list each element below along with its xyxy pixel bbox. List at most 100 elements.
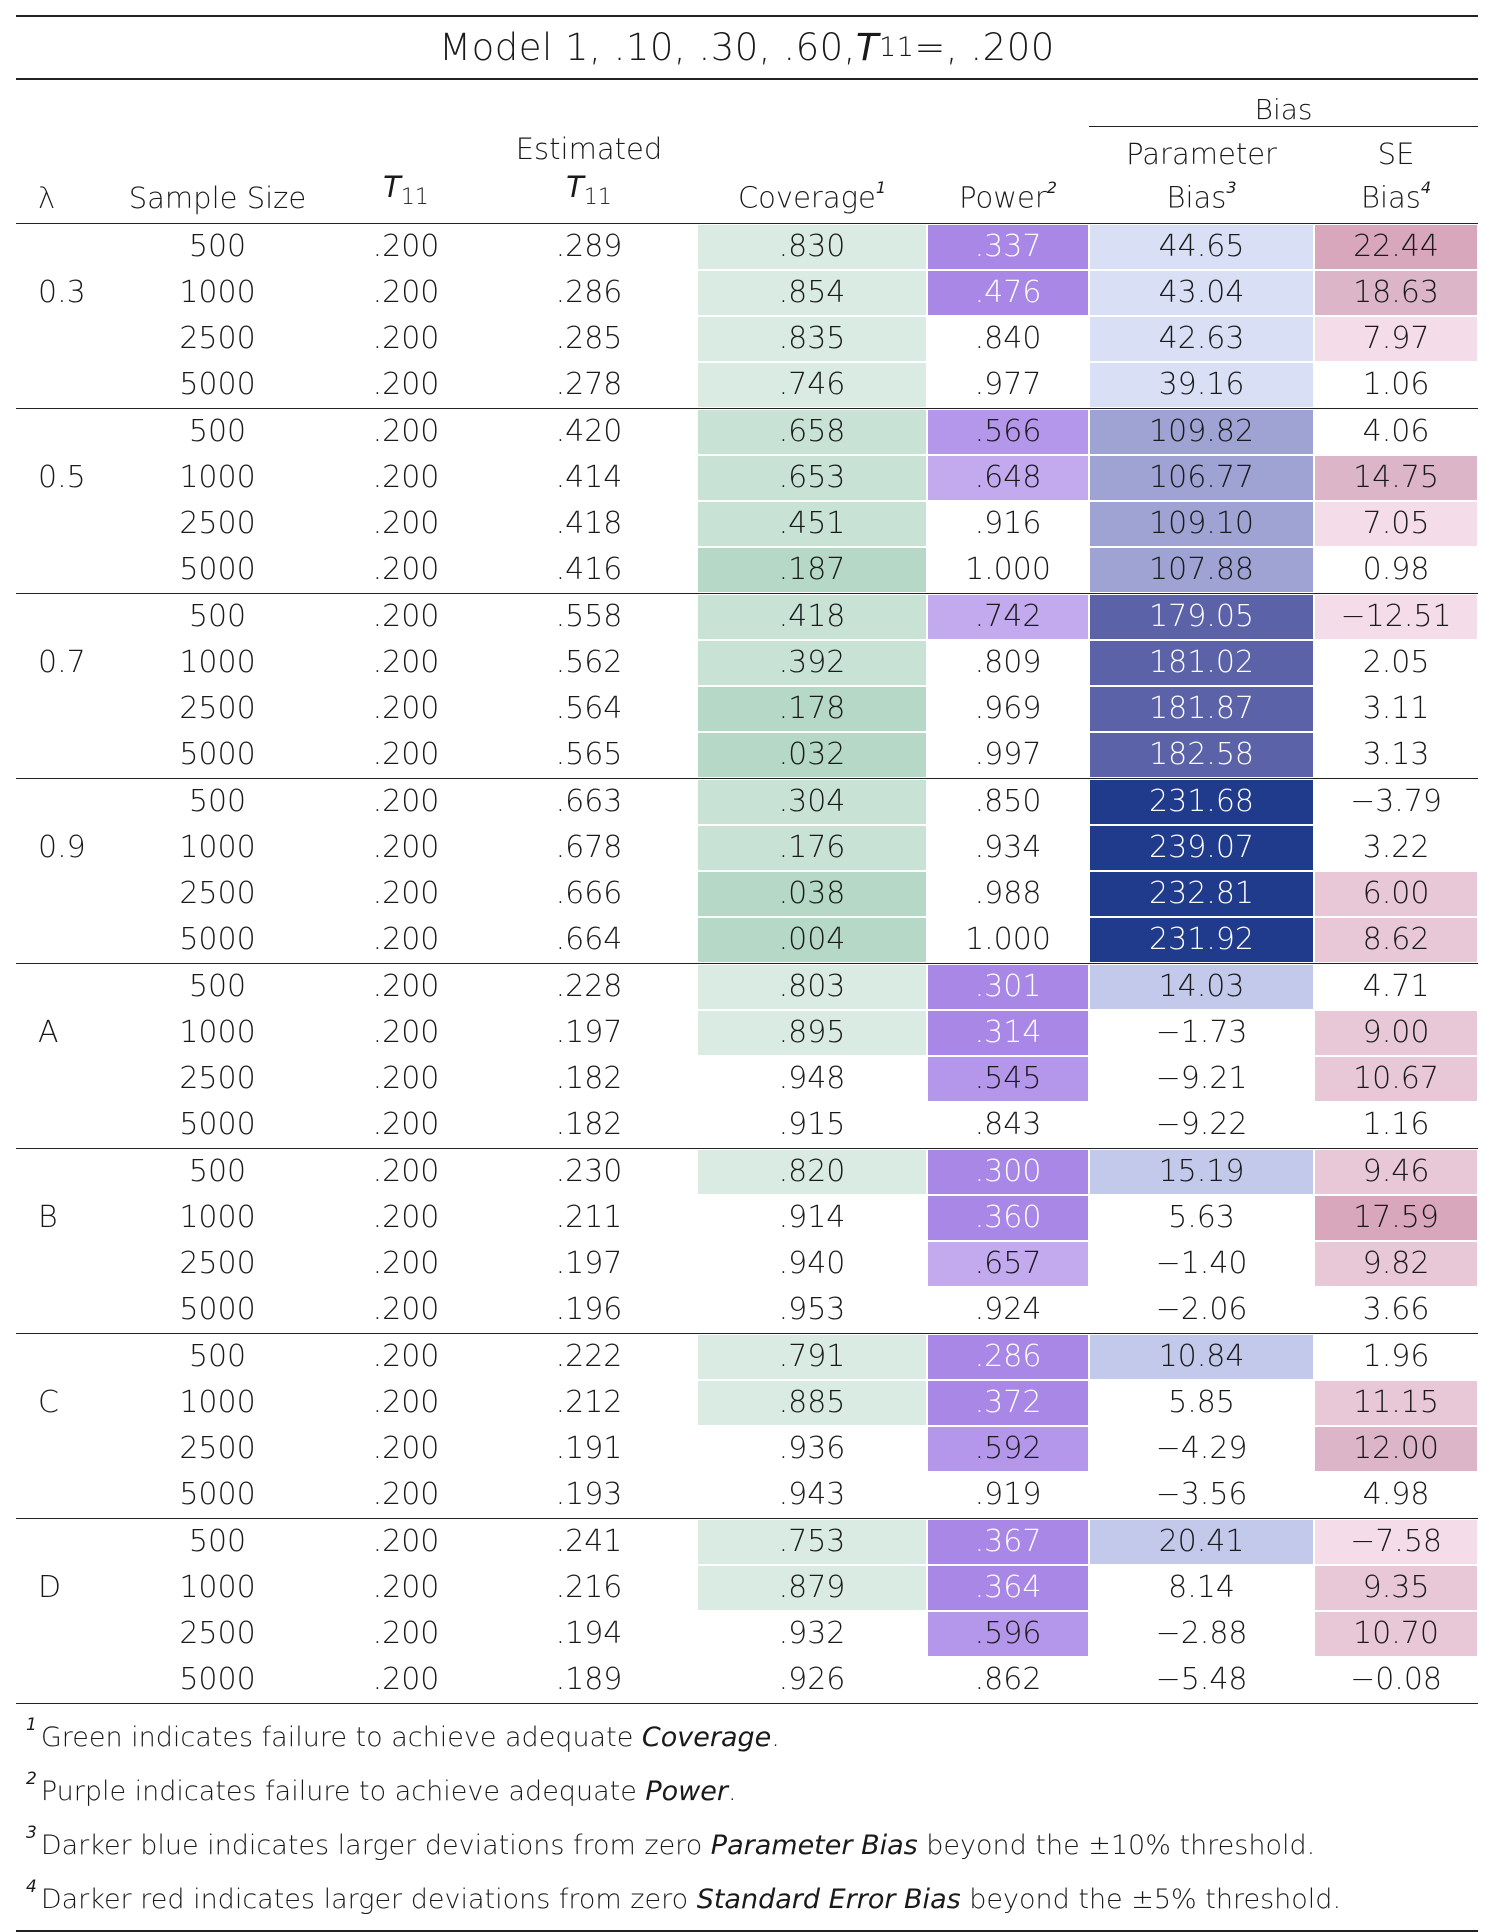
- estimated-t11-cell-value: .416: [555, 551, 623, 587]
- estimated-t11-cell-value: .678: [555, 829, 623, 865]
- se-bias-cell: 9.00: [1314, 1010, 1478, 1056]
- power-cell: .360: [927, 1195, 1089, 1241]
- parameter-bias-cell: 182.58: [1089, 732, 1314, 779]
- se-bias-cell-value: 9.35: [1315, 1565, 1478, 1610]
- se-bias-cell: 7.97: [1314, 316, 1478, 362]
- parameter-bias-header-line1: Parameter: [1126, 136, 1277, 171]
- parameter-bias-cell-value: 14.03: [1090, 964, 1314, 1009]
- footnotes: 1 Green indicates failure to achieve adeq…: [16, 1712, 1478, 1932]
- se-bias-cell-value: 9.46: [1315, 1149, 1478, 1194]
- parameter-bias-cell: −5.48: [1089, 1656, 1315, 1704]
- footnote-text: Darker red indicates larger deviations f…: [40, 1883, 697, 1915]
- estimated-t11-cell: .285: [481, 316, 697, 362]
- se-bias-cell: 3.11: [1314, 686, 1478, 732]
- coverage-cell-value: .004: [698, 917, 926, 962]
- table-row: 0.5 1000 .200 .414 .653.648 106.77 14.75: [16, 455, 1478, 501]
- se-bias-cell-value: 3.11: [1362, 690, 1430, 726]
- footnote-emphasis: Power: [645, 1775, 728, 1807]
- estimated-t11-cell: .194: [481, 1611, 697, 1657]
- estimated-t11-cell: .664: [481, 917, 697, 964]
- sample-size-cell: 1000: [104, 1195, 331, 1241]
- se-bias-cell: −3.79: [1314, 777, 1479, 825]
- power-cell: .840: [927, 316, 1089, 362]
- sample-size-cell-value: 2500: [179, 690, 256, 726]
- power-cell-value: .809: [974, 644, 1042, 680]
- parameter-bias-cell-value: 42.63: [1090, 316, 1314, 361]
- lambda-header: λ: [38, 180, 56, 215]
- estimated-t11-cell: .565: [481, 732, 697, 779]
- lambda-cell: [16, 362, 104, 409]
- coverage-cell-value: .879: [698, 1565, 926, 1610]
- sample-size-cell: 500: [104, 962, 331, 1010]
- estimated-t11-cell: .414: [481, 455, 697, 501]
- t11-cell-value: .200: [372, 921, 440, 957]
- power-cell-value: .592: [928, 1426, 1089, 1471]
- coverage-cell: .953: [697, 1287, 927, 1334]
- parameter-bias-cell: 232.81: [1089, 871, 1314, 917]
- table-row: 500 .200 .420 .658.566 109.82 4.06: [16, 407, 1479, 455]
- title-sub: 11: [879, 32, 915, 63]
- estimated-t11-cell-value: .565: [555, 736, 623, 772]
- estimated-t11-cell-value: .664: [555, 921, 623, 957]
- lambda-cell: 0.3: [38, 275, 86, 310]
- power-cell-value: .596: [928, 1611, 1089, 1656]
- se-bias-cell: 0.98: [1314, 547, 1478, 594]
- power-footnote-marker: 2: [1046, 177, 1057, 197]
- coverage-footnote-marker: 1: [875, 177, 887, 197]
- table-row: 5000 .200 .196 .953 .924 −2.06 3.66: [16, 1287, 1478, 1334]
- sample-size-cell: 500: [104, 592, 331, 640]
- t11-cell-value: .200: [372, 1106, 440, 1142]
- coverage-cell: .854: [697, 270, 927, 316]
- sample-size-cell: 500: [104, 1147, 331, 1195]
- t11-cell: .200: [331, 501, 481, 547]
- power-cell-value: .850: [974, 783, 1042, 819]
- t11-cell: .200: [331, 455, 481, 501]
- sample-size-cell-value: 2500: [179, 1615, 256, 1651]
- estimated-t11-cell: .222: [481, 1332, 697, 1380]
- power-cell-value: .997: [974, 736, 1042, 772]
- coverage-cell-value: .187: [698, 547, 926, 592]
- t11-cell-value: .200: [372, 1199, 440, 1235]
- parameter-bias-cell-value: 109.10: [1090, 501, 1314, 546]
- t11-cell: .200: [331, 686, 481, 732]
- t11-cell-value: .200: [372, 1153, 440, 1189]
- parameter-bias-cell: 106.77: [1089, 455, 1314, 501]
- se-bias-cell: 9.46: [1314, 1147, 1479, 1195]
- power-cell: .934: [927, 825, 1089, 871]
- footnote-emphasis: Standard Error Bias: [696, 1883, 961, 1915]
- coverage-cell-value: .032: [698, 732, 926, 777]
- footnote-text: Green indicates failure to achieve adequ…: [40, 1721, 642, 1753]
- coverage-cell: .926: [697, 1656, 927, 1704]
- table-row: 500 .200 .289 .830.337 44.65 22.44: [16, 222, 1479, 270]
- estimated-t11-cell: .418: [481, 501, 697, 547]
- power-header: Power2: [927, 126, 1089, 223]
- t11-cell: .200: [331, 640, 481, 686]
- lambda-cell: [16, 686, 104, 732]
- power-cell-value: .742: [928, 594, 1089, 639]
- estimated-t11-cell: .193: [481, 1472, 697, 1519]
- estimated-t11-cell-value: .418: [555, 505, 623, 541]
- t11-cell-value: .200: [372, 875, 440, 911]
- sample-size-cell-value: 1000: [179, 1199, 256, 1235]
- lambda-cell: B: [38, 1200, 58, 1235]
- parameter-bias-cell-value: 179.05: [1090, 594, 1314, 639]
- coverage-cell: .940: [697, 1241, 927, 1287]
- se-bias-cell-value: 1.96: [1362, 1338, 1430, 1374]
- lambda-cell: [16, 1287, 104, 1334]
- estimated-t11-cell: .197: [481, 1241, 697, 1287]
- estimated-t11-cell: .289: [481, 222, 697, 270]
- power-cell-value: .300: [928, 1149, 1089, 1194]
- power-cell: .367: [927, 1517, 1090, 1565]
- sample-size-cell: 2500: [104, 1056, 331, 1102]
- se-bias-cell: 12.00: [1314, 1426, 1478, 1472]
- coverage-cell: .879: [697, 1565, 927, 1611]
- se-bias-cell-value: 4.06: [1362, 413, 1430, 449]
- parameter-bias-cell: −4.29: [1089, 1426, 1314, 1472]
- coverage-cell-value: .915: [778, 1106, 846, 1142]
- parameter-bias-cell: −2.06: [1089, 1287, 1314, 1334]
- power-cell: 1.000: [927, 917, 1089, 964]
- t11-cell: .200: [331, 1426, 481, 1472]
- t11-cell-value: .200: [372, 1615, 440, 1651]
- t11-cell-value: .200: [372, 505, 440, 541]
- se-bias-cell-value: 12.00: [1315, 1426, 1478, 1471]
